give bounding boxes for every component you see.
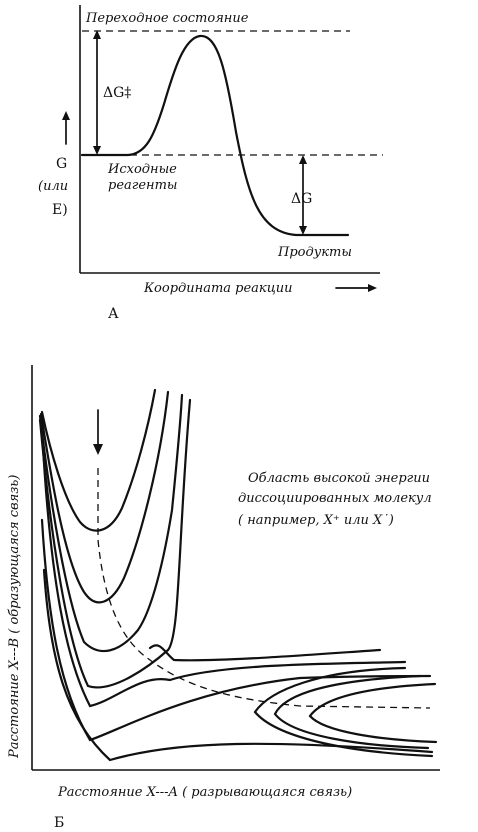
reaction-coordinate-arrow	[335, 284, 377, 292]
contour-line-4	[38, 398, 192, 689]
panel-a-letter: А	[108, 306, 119, 322]
delta-g-activation-label: ΔG‡	[103, 85, 131, 101]
high-energy-region-label-line3: ( например, X⁺ или X˙)	[238, 513, 394, 528]
reactants-label-line2: реагенты	[108, 178, 178, 193]
transition-state-label: Переходное состояние	[85, 11, 249, 26]
y-axis-label-e: E)	[52, 202, 68, 218]
y-axis-label-or: (или	[38, 179, 68, 194]
panel-b-y-axis-label: Расстояние X---B ( образующаяся связь)	[7, 475, 22, 759]
reaction-path	[97, 468, 431, 709]
high-energy-region-label-line1: Область высокой энергии	[248, 471, 430, 486]
energy-profile-curve	[80, 34, 350, 237]
valley-contour-inner	[308, 682, 438, 744]
products-label: Продукты	[277, 245, 352, 260]
reaction-path-entry-arrow	[93, 409, 103, 455]
y-axis-label-g: G	[56, 156, 67, 172]
reactants-label-line1: Исходные	[107, 162, 177, 177]
energy-up-arrow	[62, 111, 70, 145]
panel-b: Область высокой энергии диссоциированных…	[7, 365, 440, 831]
contour-line-4-tail	[148, 644, 382, 662]
contour-line-3	[38, 393, 184, 652]
contour-line-7	[42, 568, 434, 762]
panel-b-x-axis-label: Расстояние X---A ( разрывающаяся связь)	[57, 785, 352, 800]
delta-g-label: ΔG	[291, 191, 312, 207]
panel-b-letter: Б	[54, 815, 64, 831]
valley-contour-outer	[253, 666, 434, 758]
reaction-coordinate-label: Координата реакции	[143, 281, 293, 296]
contour-line-5	[40, 428, 407, 708]
delta-g-activation-arrow	[93, 30, 101, 155]
valley-contour-middle	[273, 674, 430, 750]
contour-line-6	[40, 518, 432, 742]
contour-line-1	[40, 388, 157, 532]
contour-line-2	[39, 390, 170, 604]
delta-g-arrow	[299, 155, 307, 235]
panel-a: Переходное состояние ΔG‡ G (или E) Исход…	[38, 5, 383, 322]
high-energy-region-label-line2: диссоциированных молекул	[238, 491, 432, 506]
